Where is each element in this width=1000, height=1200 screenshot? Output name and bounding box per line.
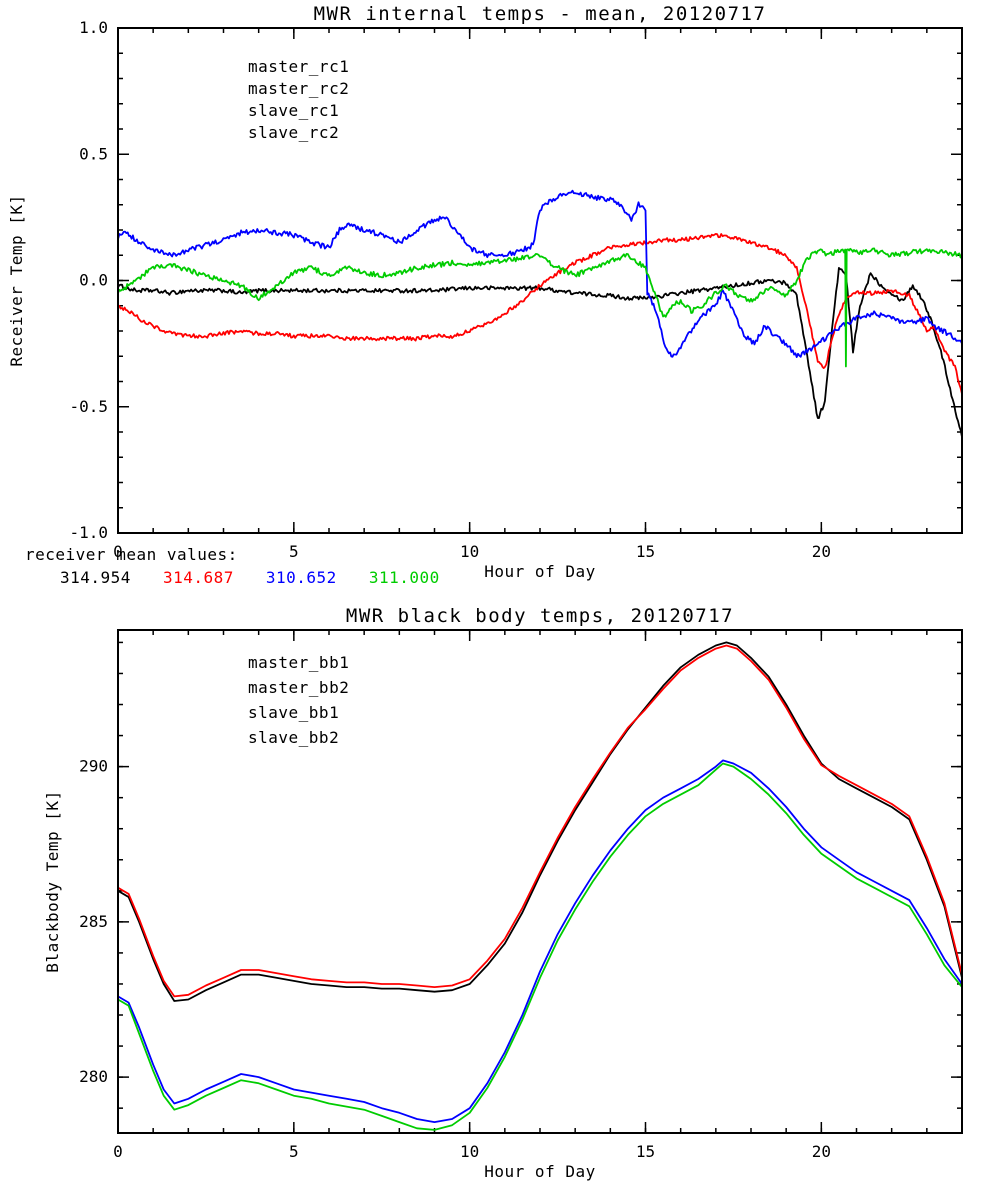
mean-value-master-rc2: 314.687 [162,568,234,587]
svg-text:slave_bb1: slave_bb1 [248,703,339,722]
svg-text:280: 280 [79,1067,108,1086]
svg-text:5: 5 [289,1142,299,1161]
svg-text:slave_rc1: slave_rc1 [248,101,339,120]
svg-text:master_bb2: master_bb2 [248,678,349,697]
svg-text:10: 10 [460,1142,479,1161]
receiver-mean-values-row: 314.954 314.687 310.652 311.000 [60,568,440,587]
svg-text:290: 290 [79,757,108,776]
svg-text:0: 0 [113,542,123,561]
mean-value-master-rc1: 314.954 [60,568,131,587]
svg-text:1.0: 1.0 [79,18,108,37]
svg-text:285: 285 [79,912,108,931]
svg-text:20: 20 [812,1142,831,1161]
svg-text:Receiver Temp [K]: Receiver Temp [K] [7,194,26,366]
svg-text:Hour of Day: Hour of Day [484,1162,595,1181]
svg-text:Blackbody Temp [K]: Blackbody Temp [K] [43,790,62,972]
svg-text:master_rc2: master_rc2 [248,79,349,98]
svg-text:10: 10 [460,542,479,561]
mean-value-slave-rc2: 311.000 [368,568,440,587]
svg-text:slave_rc2: slave_rc2 [248,123,339,142]
svg-text:5: 5 [289,542,299,561]
svg-text:0.0: 0.0 [79,271,108,290]
svg-text:20: 20 [812,542,831,561]
svg-text:-0.5: -0.5 [69,397,108,416]
svg-text:Hour of Day: Hour of Day [484,562,595,581]
svg-text:master_rc1: master_rc1 [248,57,349,76]
receiver-temp-chart: 0 5 10 15 20 -1.0 -0.5 0.0 0.5 1.0 MWR internal te… [7,3,963,581]
svg-text:slave_bb2: slave_bb2 [248,728,339,747]
svg-text:15: 15 [636,542,655,561]
svg-text:master_bb1: master_bb1 [248,653,349,672]
svg-text:15: 15 [636,1142,655,1161]
svg-text:MWR black body temps, 20120717: MWR black body temps, 20120717 [346,605,734,627]
mean-value-slave-rc1: 310.652 [265,568,337,587]
svg-text:0.5: 0.5 [79,144,108,163]
blackbody-temp-chart: 0 5 10 15 20 280 285 290 MWR black body temps, 2… [43,605,963,1181]
receiver-mean-heading: receiver mean values: [25,545,238,564]
svg-text:-1.0: -1.0 [69,523,108,542]
svg-text:MWR internal temps - mean, 201: MWR internal temps - mean, 20120717 [314,3,767,25]
svg-text:0: 0 [113,1142,123,1161]
